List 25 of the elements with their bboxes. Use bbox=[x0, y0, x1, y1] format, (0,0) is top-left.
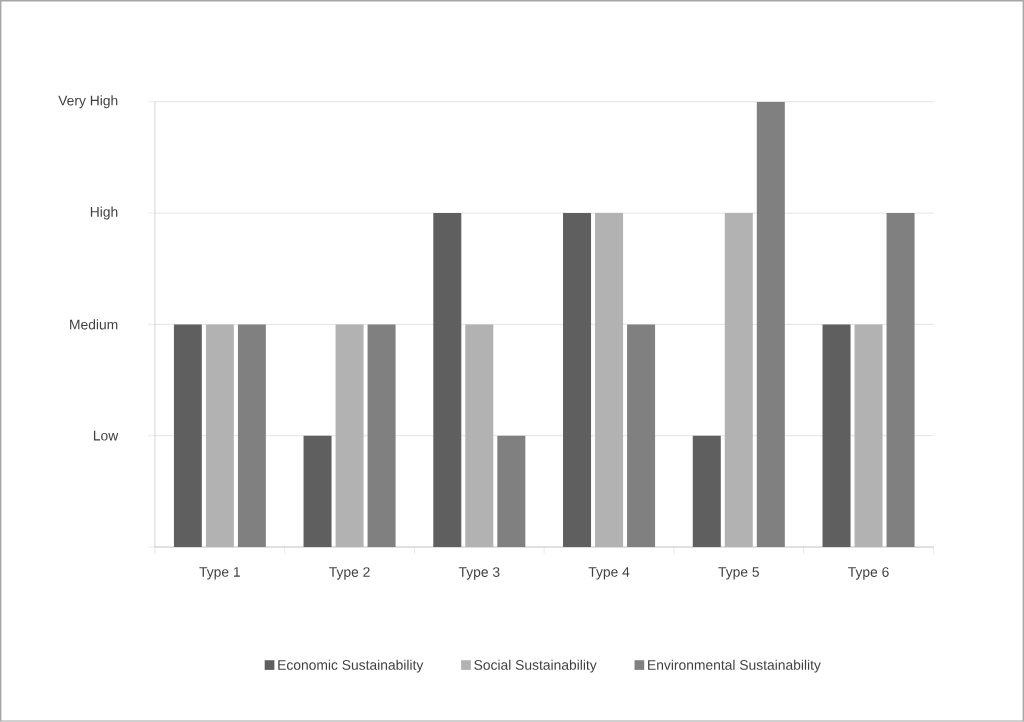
bar bbox=[756, 101, 785, 548]
bar bbox=[627, 324, 656, 548]
bar bbox=[433, 213, 462, 548]
x-tick-label: Type 5 bbox=[718, 567, 759, 580]
text: Medium bbox=[70, 319, 118, 330]
x-tick-label: Type 2 bbox=[329, 567, 370, 580]
bar bbox=[563, 213, 592, 548]
bar bbox=[237, 324, 266, 548]
text: Low bbox=[93, 430, 119, 441]
legend-label: Environmental Sustainability bbox=[648, 659, 821, 673]
bar bbox=[303, 435, 332, 548]
x-tick-label: Type 6 bbox=[848, 567, 889, 580]
bar bbox=[367, 324, 396, 548]
bar bbox=[497, 435, 526, 548]
bar bbox=[886, 213, 915, 548]
bar bbox=[173, 324, 202, 548]
x-tick-label: Type 4 bbox=[588, 567, 630, 580]
legend-label: Economic Sustainability bbox=[278, 659, 424, 673]
bar bbox=[692, 435, 721, 548]
x-tick-label: Type 3 bbox=[458, 567, 500, 580]
x-tick-label: Type 1 bbox=[199, 567, 240, 580]
legend-label: Social Sustainability bbox=[474, 659, 597, 673]
bar bbox=[822, 324, 851, 548]
text: Very High bbox=[58, 95, 118, 109]
text: High bbox=[90, 206, 118, 220]
